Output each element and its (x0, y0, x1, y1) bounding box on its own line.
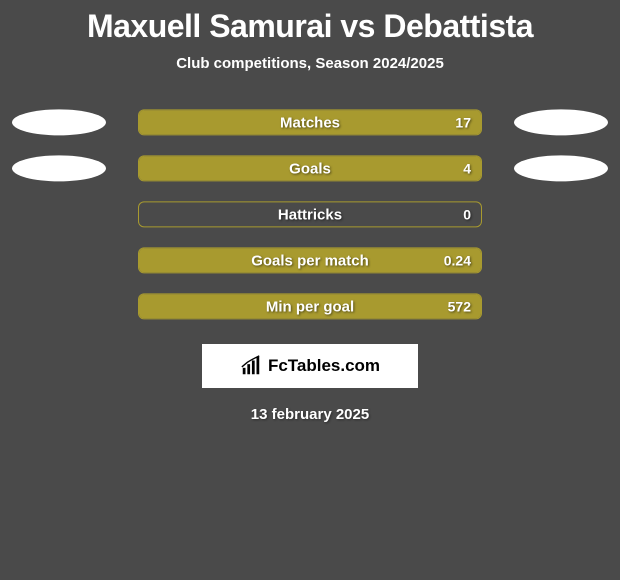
stat-row: Matches17 (0, 102, 620, 148)
stat-row: Min per goal572 (0, 286, 620, 332)
date-label: 13 february 2025 (0, 406, 620, 423)
stat-bar-fill (139, 110, 481, 134)
player2-name: Debattista (383, 8, 533, 44)
logo-box: FcTables.com (202, 344, 418, 388)
page-title: Maxuell Samurai vs Debattista (0, 8, 620, 45)
stat-bar: Hattricks0 (138, 201, 482, 227)
comparison-card: Maxuell Samurai vs Debattista Club compe… (0, 0, 620, 423)
subtitle: Club competitions, Season 2024/2025 (0, 55, 620, 72)
stat-row: Goals per match0.24 (0, 240, 620, 286)
stat-bar-fill (139, 294, 481, 318)
bar-chart-icon (240, 355, 262, 377)
right-ellipse (514, 155, 608, 181)
player1-name: Maxuell Samurai (87, 8, 332, 44)
right-ellipse (514, 109, 608, 135)
stat-bar: Min per goal572 (138, 293, 482, 319)
stat-row: Hattricks0 (0, 194, 620, 240)
stat-bar-fill (139, 156, 481, 180)
stat-bar: Matches17 (138, 109, 482, 135)
stat-bar-fill (139, 248, 481, 272)
stat-label: Hattricks (139, 202, 481, 226)
left-ellipse (12, 109, 106, 135)
stat-bar: Goals4 (138, 155, 482, 181)
vs-label: vs (340, 8, 375, 44)
stat-bar: Goals per match0.24 (138, 247, 482, 273)
stat-value: 0 (463, 202, 471, 226)
left-ellipse (12, 155, 106, 181)
stats-chart: Matches17 Goals4 Hattricks0 Goals per match… (0, 102, 620, 332)
logo-text: FcTables.com (268, 356, 380, 376)
stat-row: Goals4 (0, 148, 620, 194)
